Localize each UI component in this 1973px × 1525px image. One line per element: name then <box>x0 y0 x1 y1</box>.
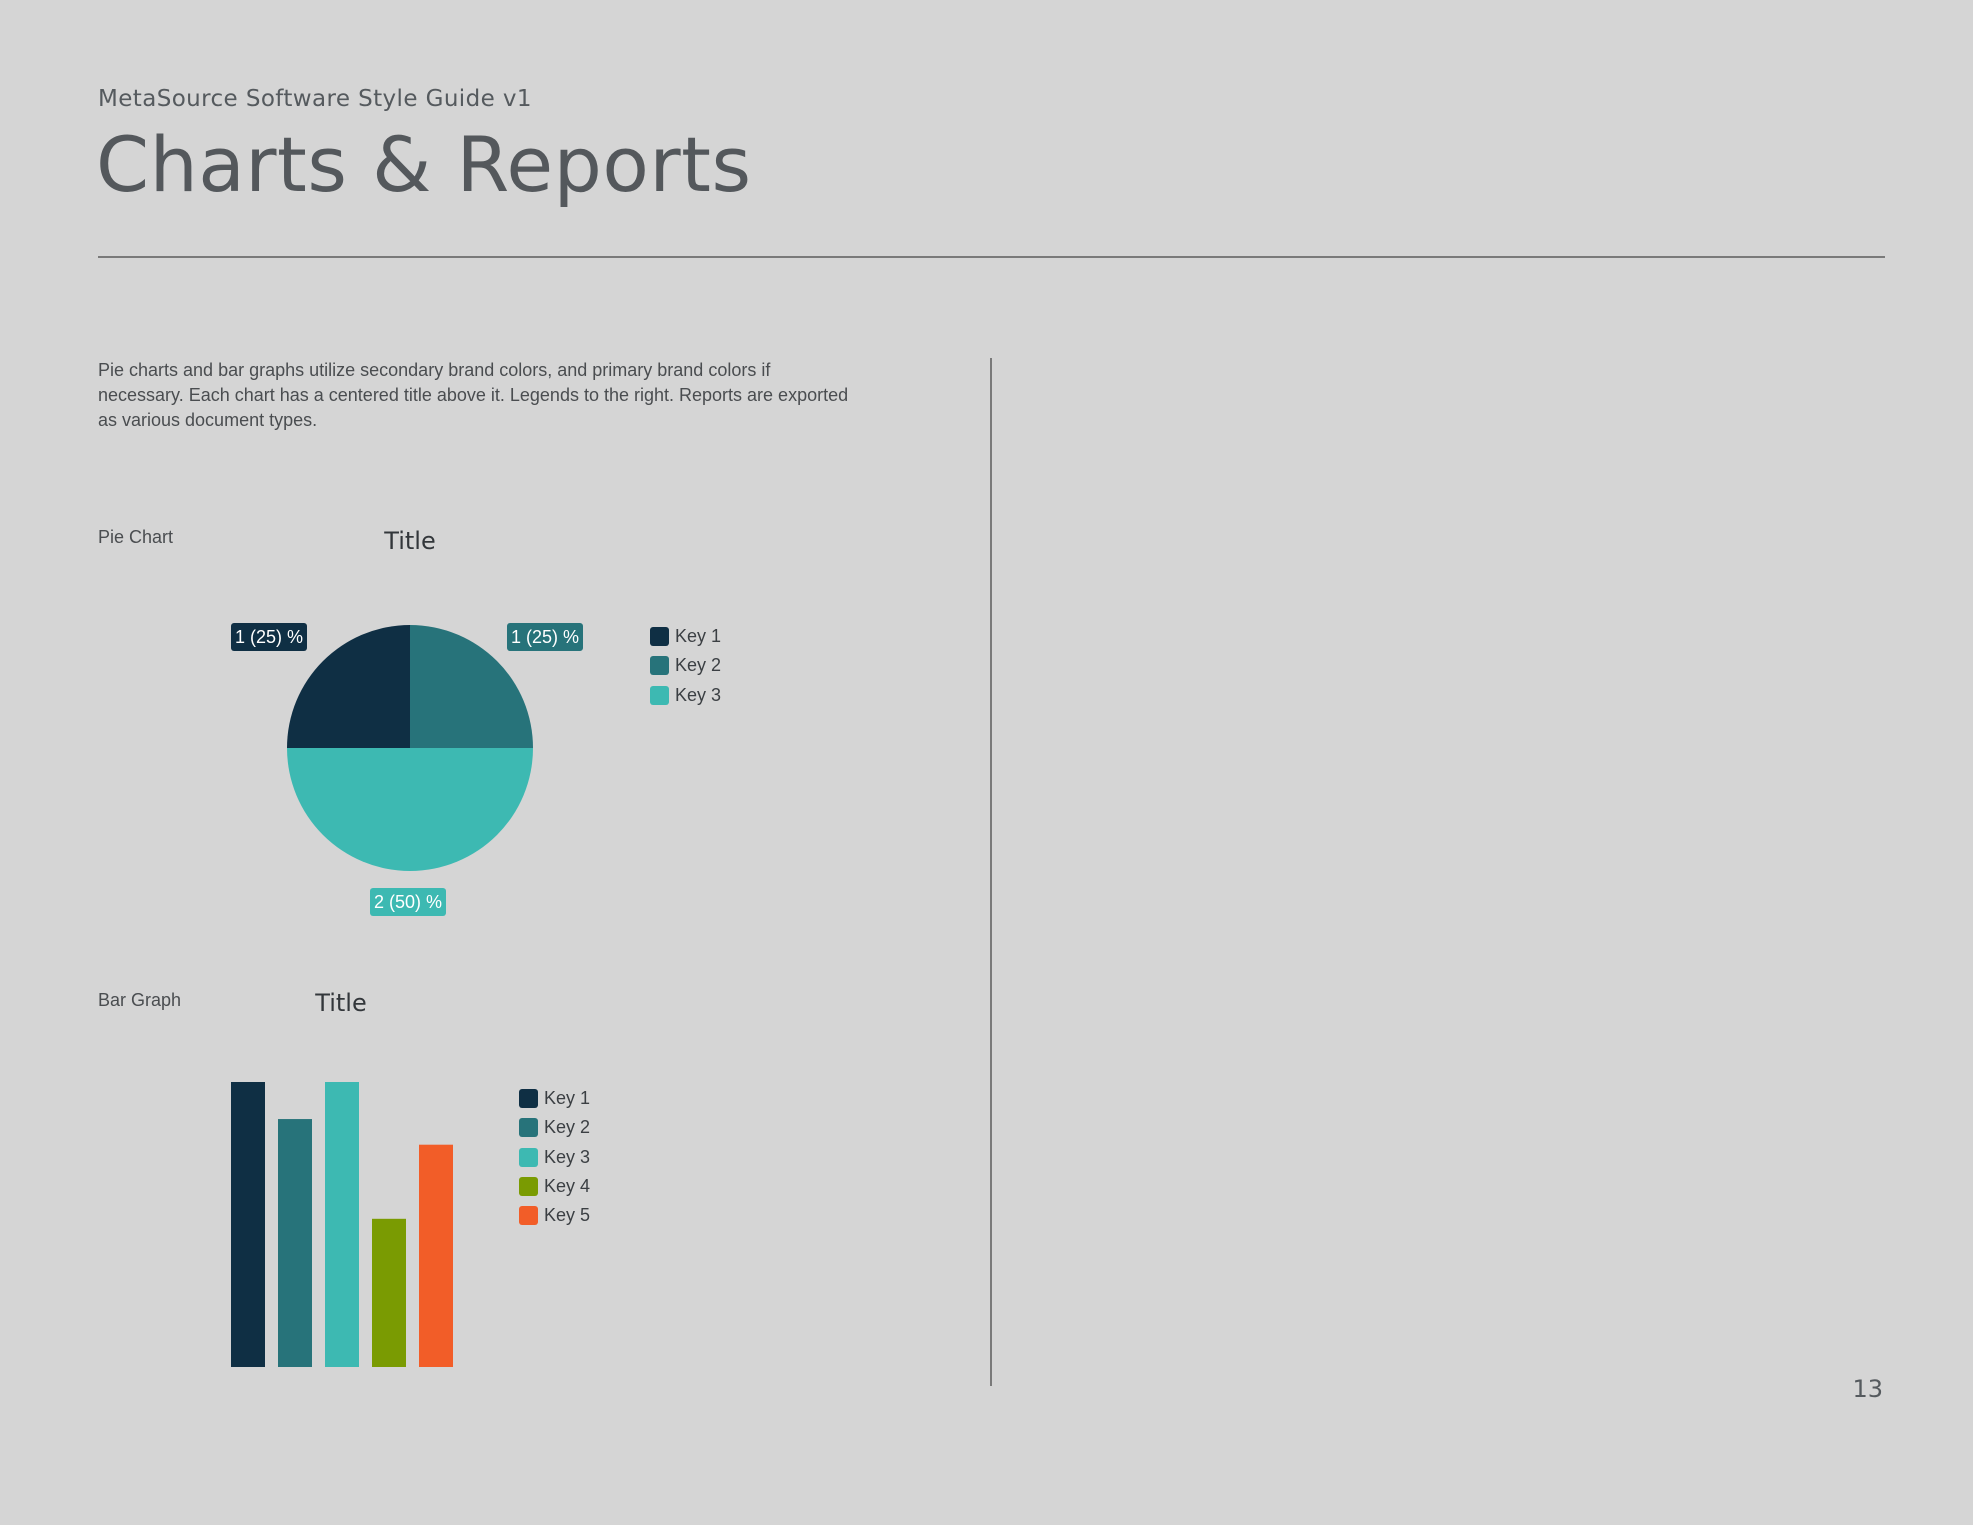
pie-legend: Key 1 Key 2 Key 3 <box>650 622 721 710</box>
intro-paragraph: Pie charts and bar graphs utilize second… <box>98 360 849 430</box>
bar-graph <box>231 1082 453 1367</box>
legend-item: Key 2 <box>519 1113 590 1142</box>
legend-label: Key 2 <box>675 655 722 676</box>
pie-data-label-key1: 1 (25) % <box>231 623 308 651</box>
bar-key4 <box>372 1218 406 1367</box>
title-divider <box>98 256 1885 258</box>
pie-slice-key1 <box>287 625 410 748</box>
legend-item: Key 5 <box>519 1201 590 1230</box>
legend-item: Key 1 <box>650 622 721 651</box>
bar-key3 <box>325 1082 359 1367</box>
pie-chart-label: Pie Chart <box>98 527 174 547</box>
pie-data-label-key2: 1 (25) % <box>507 623 584 651</box>
pie-slice-key2 <box>410 625 533 748</box>
legend-swatch-key2 <box>650 656 669 676</box>
page-number: 13 <box>1852 1375 1883 1403</box>
legend-swatch-key5 <box>519 1206 538 1226</box>
bar-legend: Key 1 Key 2 Key 3 Key 4 Key 5 <box>519 1084 590 1230</box>
legend-label: Key 5 <box>544 1205 591 1226</box>
legend-item: Key 4 <box>519 1172 590 1201</box>
legend-item: Key 2 <box>650 651 721 680</box>
legend-swatch-key1 <box>650 627 669 647</box>
bar-key5 <box>419 1144 453 1367</box>
legend-label: Key 3 <box>675 684 722 705</box>
legend-swatch-key3 <box>519 1147 538 1167</box>
legend-label: Key 4 <box>544 1176 591 1197</box>
legend-label: Key 1 <box>675 626 722 647</box>
column-divider <box>990 358 992 1386</box>
bar-key1 <box>231 1082 265 1367</box>
bar-graph-label: Bar Graph <box>98 990 182 1010</box>
legend-item: Key 3 <box>650 681 721 710</box>
style-guide-eyebrow: MetaSource Software Style Guide v1 <box>98 86 532 112</box>
page-title: Charts & Reports <box>96 120 752 209</box>
pie-data-label-key3: 2 (50) % <box>370 888 447 916</box>
legend-swatch-key2 <box>519 1118 538 1138</box>
bar-key2 <box>278 1119 312 1367</box>
legend-label: Key 2 <box>544 1117 591 1138</box>
pie-chart-title: Title <box>384 527 436 555</box>
bar-graph-title: Title <box>315 989 367 1017</box>
legend-item: Key 1 <box>519 1084 590 1113</box>
legend-swatch-key1 <box>519 1089 538 1109</box>
legend-swatch-key4 <box>519 1177 538 1197</box>
legend-label: Key 3 <box>544 1146 591 1167</box>
legend-item: Key 3 <box>519 1143 590 1172</box>
legend-label: Key 1 <box>544 1088 591 1109</box>
pie-chart <box>287 625 533 871</box>
pie-slice-key3 <box>287 748 533 871</box>
legend-swatch-key3 <box>650 685 669 705</box>
